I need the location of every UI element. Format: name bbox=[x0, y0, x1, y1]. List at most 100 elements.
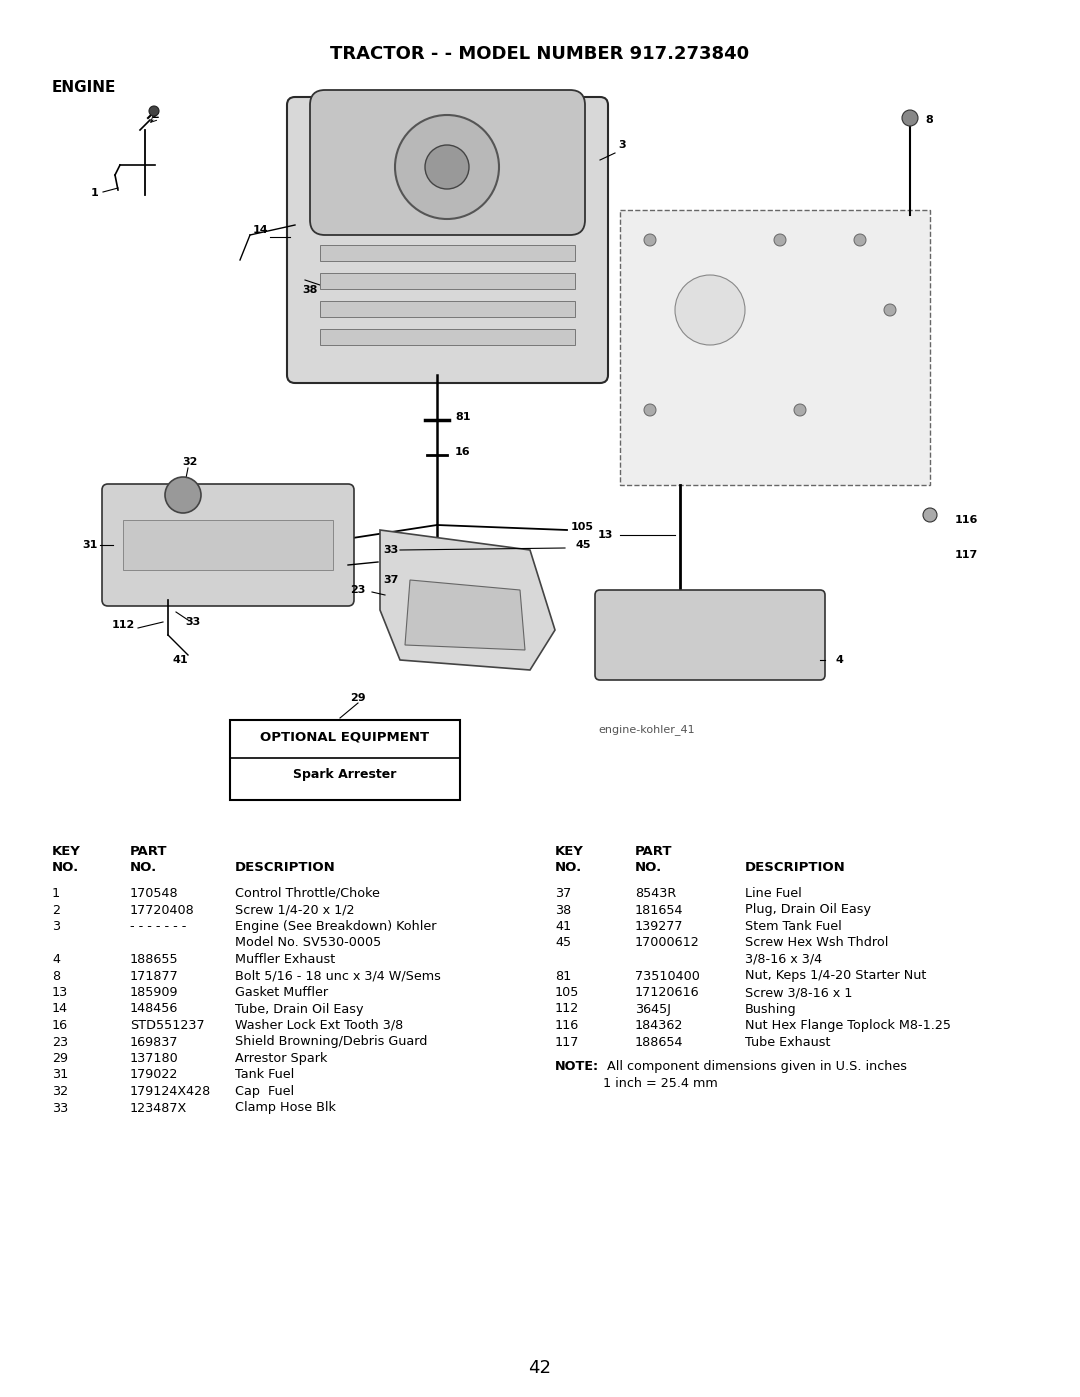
Text: 16: 16 bbox=[455, 447, 471, 457]
Text: Nut, Keps 1/4-20 Starter Nut: Nut, Keps 1/4-20 Starter Nut bbox=[745, 970, 927, 982]
Text: 117: 117 bbox=[955, 550, 978, 560]
Circle shape bbox=[794, 404, 806, 416]
Text: Plug, Drain Oil Easy: Plug, Drain Oil Easy bbox=[745, 904, 870, 916]
Text: 73510400: 73510400 bbox=[635, 970, 700, 982]
Bar bbox=[320, 244, 575, 261]
Text: 17000612: 17000612 bbox=[635, 936, 700, 950]
Bar bbox=[320, 300, 575, 317]
Circle shape bbox=[854, 235, 866, 246]
Text: 38: 38 bbox=[555, 904, 571, 916]
Text: 8543R: 8543R bbox=[635, 887, 676, 900]
Text: 32: 32 bbox=[52, 1085, 68, 1098]
Text: Control Throttle/Choke: Control Throttle/Choke bbox=[235, 887, 380, 900]
Text: 171877: 171877 bbox=[130, 970, 179, 982]
Text: 116: 116 bbox=[555, 1018, 579, 1032]
FancyBboxPatch shape bbox=[287, 96, 608, 383]
Text: 29: 29 bbox=[350, 693, 366, 703]
Text: 37: 37 bbox=[383, 576, 399, 585]
Text: 81: 81 bbox=[555, 970, 571, 982]
Text: 81: 81 bbox=[455, 412, 471, 422]
Text: 3: 3 bbox=[618, 140, 625, 149]
FancyBboxPatch shape bbox=[595, 590, 825, 680]
Circle shape bbox=[675, 275, 745, 345]
Text: OPTIONAL EQUIPMENT: OPTIONAL EQUIPMENT bbox=[260, 731, 430, 743]
Text: 14: 14 bbox=[253, 225, 268, 235]
Text: 32: 32 bbox=[183, 457, 198, 467]
Text: 41: 41 bbox=[172, 655, 188, 665]
Text: 148456: 148456 bbox=[130, 1003, 178, 1016]
Circle shape bbox=[426, 145, 469, 189]
Circle shape bbox=[165, 476, 201, 513]
Circle shape bbox=[885, 305, 896, 316]
Text: 33: 33 bbox=[52, 1101, 68, 1115]
Text: 17720408: 17720408 bbox=[130, 904, 194, 916]
Circle shape bbox=[923, 509, 937, 522]
Text: Washer Lock Ext Tooth 3/8: Washer Lock Ext Tooth 3/8 bbox=[235, 1018, 403, 1032]
Circle shape bbox=[644, 235, 656, 246]
Text: 31: 31 bbox=[82, 541, 97, 550]
Text: 23: 23 bbox=[350, 585, 366, 595]
Text: Bushing: Bushing bbox=[745, 1003, 797, 1016]
Text: Screw Hex Wsh Thdrol: Screw Hex Wsh Thdrol bbox=[745, 936, 889, 950]
Text: 8: 8 bbox=[924, 115, 933, 124]
Text: NO.: NO. bbox=[52, 861, 79, 875]
Text: NO.: NO. bbox=[130, 861, 158, 875]
Text: 105: 105 bbox=[270, 541, 294, 550]
Text: PART: PART bbox=[130, 845, 167, 858]
Text: NOTE:: NOTE: bbox=[555, 1060, 599, 1073]
Text: ENGINE: ENGINE bbox=[52, 80, 117, 95]
Text: 38: 38 bbox=[302, 285, 318, 295]
Text: TRACTOR - - MODEL NUMBER 917.273840: TRACTOR - - MODEL NUMBER 917.273840 bbox=[330, 45, 750, 63]
Text: Model No. SV530-0005: Model No. SV530-0005 bbox=[235, 936, 381, 950]
Text: 33: 33 bbox=[186, 617, 201, 627]
Text: Arrestor Spark: Arrestor Spark bbox=[235, 1052, 327, 1065]
FancyBboxPatch shape bbox=[102, 483, 354, 606]
Bar bbox=[230, 719, 460, 800]
Text: 14: 14 bbox=[52, 1003, 68, 1016]
Circle shape bbox=[902, 110, 918, 126]
Text: Stem Tank Fuel: Stem Tank Fuel bbox=[745, 921, 841, 933]
Text: 37: 37 bbox=[555, 887, 571, 900]
Text: 31: 31 bbox=[52, 1069, 68, 1081]
Text: NO.: NO. bbox=[555, 861, 582, 875]
Text: 4: 4 bbox=[835, 655, 842, 665]
Text: 29: 29 bbox=[52, 1052, 68, 1065]
Bar bbox=[123, 520, 333, 570]
Text: 17120616: 17120616 bbox=[635, 986, 700, 999]
Text: Gasket Muffler: Gasket Muffler bbox=[235, 986, 328, 999]
Text: 2: 2 bbox=[52, 904, 60, 916]
FancyBboxPatch shape bbox=[310, 89, 585, 235]
Text: 139277: 139277 bbox=[635, 921, 684, 933]
Text: 112: 112 bbox=[111, 620, 135, 630]
Text: Shield Browning/Debris Guard: Shield Browning/Debris Guard bbox=[235, 1035, 428, 1049]
Polygon shape bbox=[380, 529, 555, 671]
Circle shape bbox=[149, 106, 159, 116]
Text: 1: 1 bbox=[52, 887, 60, 900]
Text: 16: 16 bbox=[52, 1018, 68, 1032]
Text: 179124X428: 179124X428 bbox=[130, 1085, 212, 1098]
Circle shape bbox=[644, 404, 656, 416]
Bar bbox=[620, 210, 930, 485]
Text: 169837: 169837 bbox=[130, 1035, 178, 1049]
Text: DESCRIPTION: DESCRIPTION bbox=[745, 861, 846, 875]
Text: 105: 105 bbox=[570, 522, 594, 532]
Text: Tank Fuel: Tank Fuel bbox=[235, 1069, 294, 1081]
Text: Screw 1/4-20 x 1/2: Screw 1/4-20 x 1/2 bbox=[235, 904, 354, 916]
Text: 105: 105 bbox=[555, 986, 579, 999]
Text: 123487X: 123487X bbox=[130, 1101, 187, 1115]
Text: Engine (See Breakdown) Kohler: Engine (See Breakdown) Kohler bbox=[235, 921, 436, 933]
Text: 181654: 181654 bbox=[635, 904, 684, 916]
Text: Spark Arrester: Spark Arrester bbox=[294, 768, 396, 781]
Text: Muffler Exhaust: Muffler Exhaust bbox=[235, 953, 335, 965]
Text: 137180: 137180 bbox=[130, 1052, 179, 1065]
Text: DESCRIPTION: DESCRIPTION bbox=[235, 861, 336, 875]
Text: 188654: 188654 bbox=[635, 1035, 684, 1049]
Text: engine-kohler_41: engine-kohler_41 bbox=[598, 725, 694, 735]
Text: 42: 42 bbox=[528, 1359, 552, 1377]
Text: 116: 116 bbox=[955, 515, 978, 525]
Text: 188655: 188655 bbox=[130, 953, 178, 965]
Text: 179022: 179022 bbox=[130, 1069, 178, 1081]
Text: 3/8-16 x 3/4: 3/8-16 x 3/4 bbox=[745, 953, 822, 965]
Text: Nut Hex Flange Toplock M8-1.25: Nut Hex Flange Toplock M8-1.25 bbox=[745, 1018, 951, 1032]
Circle shape bbox=[395, 115, 499, 219]
